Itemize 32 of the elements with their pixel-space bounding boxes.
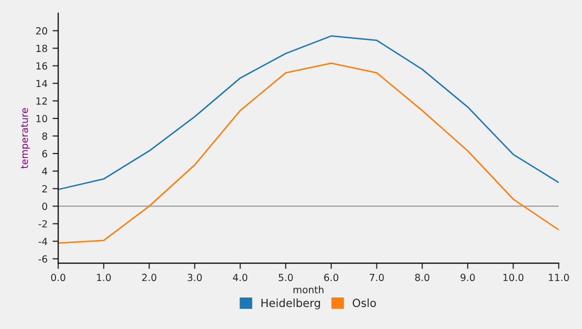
x-tick-label: 2.0 <box>142 274 156 282</box>
x-tick-label: 3.0 <box>188 274 202 282</box>
legend-label: Oslo <box>352 298 376 308</box>
y-tick-label: -6 <box>38 255 48 263</box>
x-axis-title: month <box>294 286 324 294</box>
x-tick-label: 1.0 <box>97 274 111 282</box>
line-series <box>58 35 559 190</box>
x-tick-label: 0.0 <box>51 274 66 282</box>
x-tick-label: 11.0 <box>548 274 569 282</box>
line-series <box>58 62 559 244</box>
y-tick-label: 8 <box>42 132 48 140</box>
x-tick-label: 7.0 <box>370 274 384 282</box>
legend-label: Heidelberg <box>261 298 320 310</box>
y-tick-label: -2 <box>38 220 47 228</box>
y-tick-label: 10 <box>36 114 48 122</box>
y-tick-label: 20 <box>36 27 48 35</box>
x-tick-label: 5.0 <box>278 274 293 282</box>
y-tick-label: 2 <box>42 185 47 192</box>
x-tick-label: 4.0 <box>232 274 248 282</box>
y-tick-label: 12 <box>36 97 47 105</box>
y-axis-title: temperature <box>21 108 30 168</box>
x-tick-label: 10.0 <box>503 274 524 282</box>
y-tick-label: 0 <box>42 202 48 210</box>
y-tick-label: 6 <box>42 150 48 158</box>
y-tick-label: 16 <box>36 62 48 70</box>
x-tick-label: 9.0 <box>460 274 475 282</box>
x-tick-label: 6.0 <box>324 274 338 282</box>
x-tick-label: 8.0 <box>415 274 430 282</box>
y-tick-label: 14 <box>36 80 48 88</box>
y-tick-label: 4 <box>42 168 48 175</box>
y-tick-label: 18 <box>36 44 48 52</box>
y-tick-label: -4 <box>38 238 48 245</box>
